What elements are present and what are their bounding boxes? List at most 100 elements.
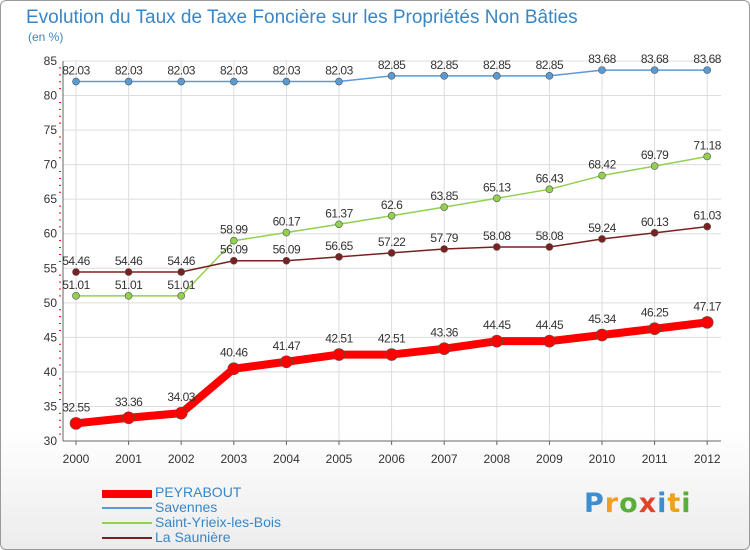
data-label-la_sauniere: 54.46 <box>167 254 195 268</box>
point-peyrabout[interactable] <box>122 411 135 425</box>
point-saint_yrieix[interactable] <box>177 292 185 300</box>
y-tick-label: 85 <box>44 54 58 68</box>
point-la_sauniere[interactable] <box>492 243 501 251</box>
point-savennes[interactable] <box>230 77 238 86</box>
point-la_sauniere[interactable] <box>335 253 343 261</box>
series-layer <box>69 66 714 430</box>
point-saint_yrieix[interactable] <box>545 185 554 194</box>
data-label-peyrabout: 40.46 <box>220 346 248 360</box>
data-label-savennes: 82.85 <box>430 58 458 72</box>
data-label-saint_yrieix: 51.01 <box>115 278 143 292</box>
legend-item-savennes[interactable]: Savennes <box>102 499 402 516</box>
point-peyrabout[interactable] <box>385 348 398 361</box>
data-label-la_sauniere: 61.03 <box>693 209 721 223</box>
chart-title: Evolution du Taux de Taxe Foncière sur l… <box>26 7 578 28</box>
point-savennes[interactable] <box>545 72 554 80</box>
data-label-peyrabout: 42.51 <box>325 332 353 346</box>
point-savennes[interactable] <box>387 72 396 80</box>
point-saint_yrieix[interactable] <box>598 171 606 180</box>
point-savennes[interactable] <box>335 77 343 86</box>
point-la_sauniere[interactable] <box>650 229 659 237</box>
y-tick-label: 65 <box>44 192 58 206</box>
legend-item-saint-yrieix[interactable]: Saint-Yrieix-les-Bois <box>102 514 402 531</box>
x-tick-label: 2008 <box>483 452 510 466</box>
point-peyrabout[interactable] <box>227 362 241 376</box>
point-la_sauniere[interactable] <box>545 243 554 251</box>
point-saint_yrieix[interactable] <box>492 194 501 203</box>
data-label-peyrabout: 34.03 <box>167 390 195 404</box>
point-la_sauniere[interactable] <box>230 256 238 265</box>
point-la_sauniere[interactable] <box>124 268 133 276</box>
data-label-peyrabout: 46.25 <box>641 306 669 320</box>
point-saint_yrieix[interactable] <box>440 203 449 211</box>
y-tick-label: 70 <box>44 158 58 172</box>
point-peyrabout[interactable] <box>543 334 556 348</box>
point-saint_yrieix[interactable] <box>703 152 712 161</box>
data-label-la_sauniere: 60.13 <box>641 215 669 229</box>
y-tick-label: 50 <box>44 296 58 310</box>
point-la_sauniere[interactable] <box>387 249 396 257</box>
x-tick-label: 2009 <box>536 452 563 466</box>
point-la_sauniere[interactable] <box>72 268 80 276</box>
legend-item-la-sauniere[interactable]: La Saunière <box>102 529 402 546</box>
point-la_sauniere[interactable] <box>598 235 606 243</box>
data-label-saint_yrieix: 63.85 <box>430 189 458 203</box>
data-label-savennes: 82.03 <box>167 64 195 78</box>
point-saint_yrieix[interactable] <box>335 220 343 229</box>
point-savennes[interactable] <box>440 72 449 80</box>
point-peyrabout[interactable] <box>437 342 451 355</box>
data-label-la_sauniere: 56.65 <box>325 239 353 253</box>
point-saint_yrieix[interactable] <box>230 236 238 245</box>
series-la_sauniere <box>72 222 712 276</box>
point-la_sauniere[interactable] <box>177 268 185 276</box>
point-peyrabout[interactable] <box>69 417 83 430</box>
point-saint_yrieix[interactable] <box>387 211 396 220</box>
point-la_sauniere[interactable] <box>440 245 449 253</box>
x-tick-label: 2004 <box>273 452 300 466</box>
series-peyrabout <box>69 316 714 430</box>
data-label-savennes: 82.03 <box>325 64 353 78</box>
data-label-peyrabout: 44.45 <box>483 318 511 332</box>
data-label-savennes: 82.03 <box>273 64 301 78</box>
point-la_sauniere[interactable] <box>282 256 291 265</box>
data-label-savennes: 82.03 <box>115 64 143 78</box>
data-label-la_sauniere: 56.09 <box>273 243 301 257</box>
data-label-saint_yrieix: 68.42 <box>588 158 616 172</box>
x-tick-label: 2007 <box>431 452 458 466</box>
point-peyrabout[interactable] <box>648 322 661 336</box>
point-savennes[interactable] <box>598 66 606 74</box>
legend-item-peyrabout[interactable]: PEYRABOUT <box>102 484 402 501</box>
point-peyrabout[interactable] <box>174 406 188 420</box>
data-label-savennes: 82.85 <box>378 58 406 72</box>
point-peyrabout[interactable] <box>595 328 609 342</box>
y-tick-label: 45 <box>44 330 58 344</box>
point-savennes[interactable] <box>282 77 291 86</box>
point-saint_yrieix[interactable] <box>282 228 291 237</box>
point-saint_yrieix[interactable] <box>72 292 80 300</box>
data-label-la_sauniere: 58.08 <box>483 229 511 243</box>
point-peyrabout[interactable] <box>490 334 504 348</box>
y-tick-label: 40 <box>44 365 58 379</box>
point-savennes[interactable] <box>650 66 659 74</box>
point-savennes[interactable] <box>177 77 185 86</box>
point-savennes[interactable] <box>124 77 133 86</box>
data-label-saint_yrieix: 65.13 <box>483 180 511 194</box>
point-peyrabout[interactable] <box>280 355 293 369</box>
point-saint_yrieix[interactable] <box>650 162 659 170</box>
data-label-saint_yrieix: 51.01 <box>167 278 195 292</box>
point-peyrabout[interactable] <box>332 348 346 361</box>
data-label-peyrabout: 47.17 <box>693 299 721 313</box>
point-peyrabout[interactable] <box>700 316 714 329</box>
legend-label-la-sauniere: La Saunière <box>155 529 231 545</box>
point-savennes[interactable] <box>72 77 80 86</box>
data-label-saint_yrieix: 62.6 <box>381 198 403 212</box>
point-saint_yrieix[interactable] <box>124 292 133 300</box>
data-label-peyrabout: 33.36 <box>115 395 143 409</box>
legend-swatch-saint-yrieix <box>102 522 152 524</box>
data-label-la_sauniere: 57.22 <box>378 235 406 249</box>
point-savennes[interactable] <box>492 72 501 80</box>
data-label-savennes: 83.68 <box>588 52 616 66</box>
point-la_sauniere[interactable] <box>703 222 712 231</box>
point-savennes[interactable] <box>703 66 712 74</box>
